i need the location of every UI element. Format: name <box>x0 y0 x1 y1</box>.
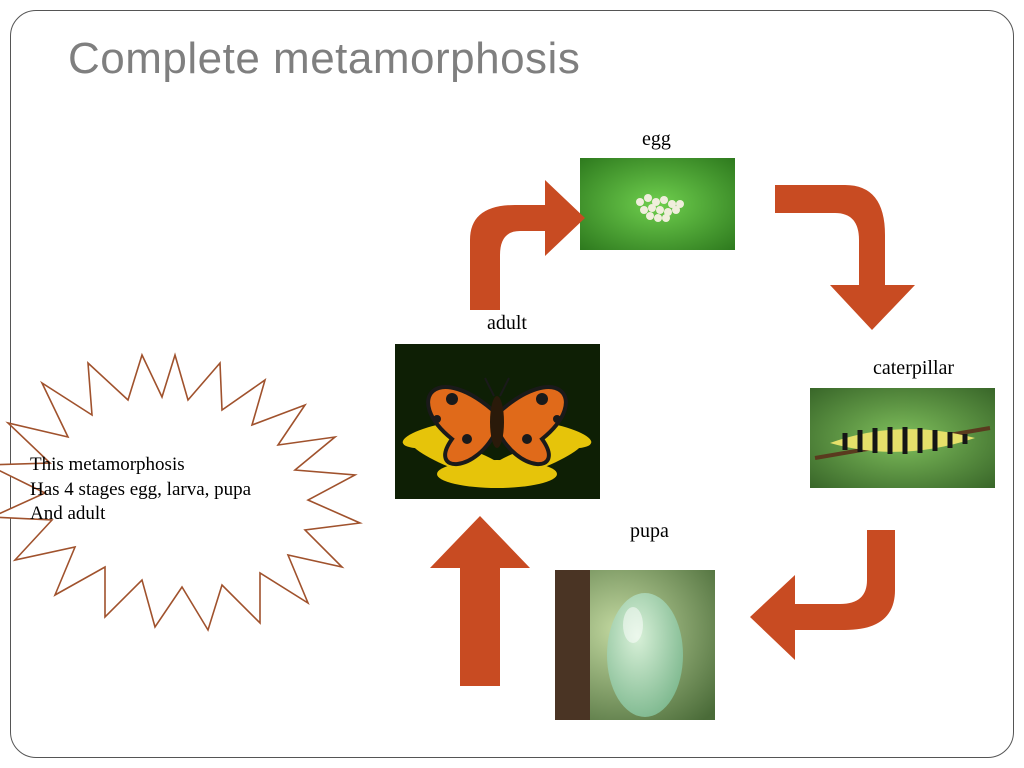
label-pupa: pupa <box>630 520 669 543</box>
label-caterpillar: caterpillar <box>873 357 954 380</box>
arrow-egg-to-caterpillar <box>775 165 925 330</box>
arrow-pupa-to-adult <box>430 516 530 686</box>
label-adult: adult <box>487 312 527 335</box>
starburst-text: This metamorphosisHas 4 stages egg, larv… <box>30 453 330 527</box>
label-egg: egg <box>642 128 671 151</box>
slide-title: Complete metamorphosis <box>68 34 580 84</box>
photo-caterpillar <box>810 388 995 488</box>
arrow-caterpillar-to-pupa <box>745 530 925 675</box>
arrow-adult-to-egg <box>425 170 585 310</box>
photo-adult <box>395 344 600 499</box>
photo-egg <box>580 158 735 250</box>
starburst-callout: This metamorphosisHas 4 stages egg, larv… <box>0 345 380 635</box>
photo-pupa <box>555 570 715 720</box>
